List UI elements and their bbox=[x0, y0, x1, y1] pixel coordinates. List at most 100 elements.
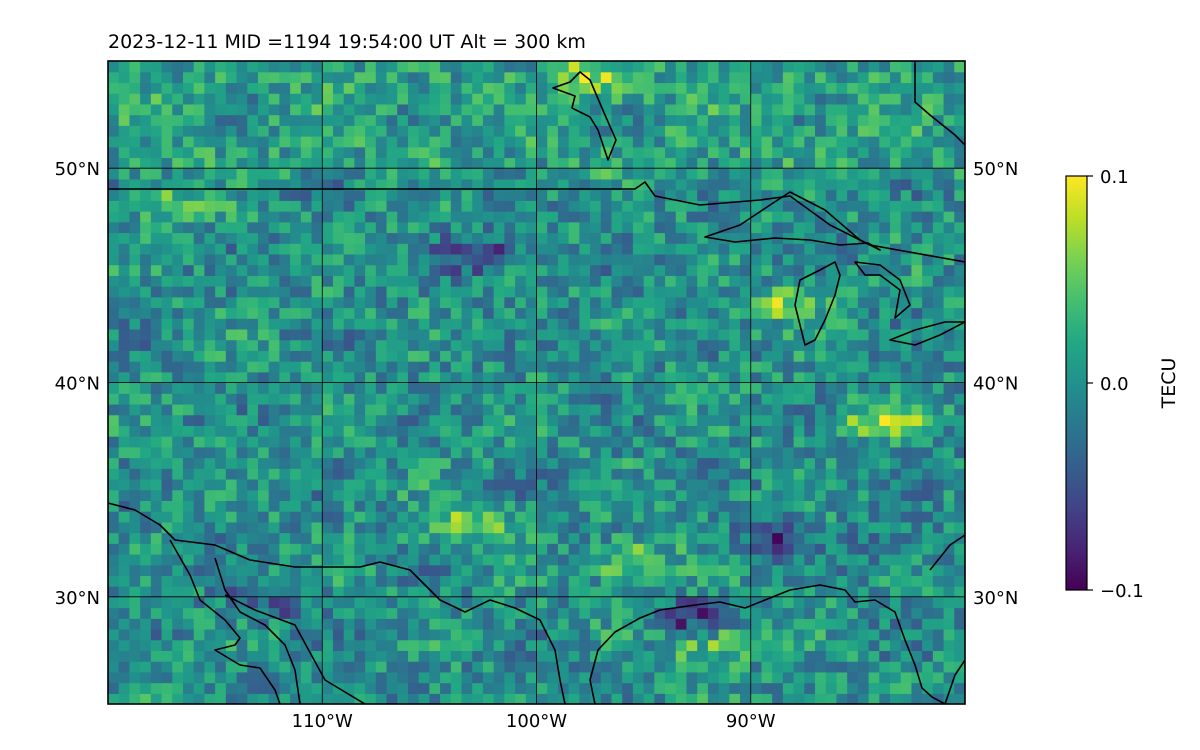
heatmap-cell bbox=[140, 693, 152, 704]
heatmap-cell bbox=[547, 393, 559, 405]
heatmap-cell bbox=[397, 532, 409, 544]
heatmap-cell bbox=[954, 564, 965, 576]
heatmap-cell bbox=[515, 671, 527, 684]
heatmap-cell bbox=[354, 596, 366, 609]
heatmap-cell bbox=[954, 628, 965, 641]
heatmap-cell bbox=[611, 211, 623, 223]
heatmap-cell bbox=[836, 414, 848, 426]
heatmap-cell bbox=[407, 500, 420, 512]
heatmap-cell bbox=[697, 61, 709, 73]
heatmap-cell bbox=[686, 200, 698, 212]
heatmap-cell bbox=[279, 361, 291, 373]
heatmap-cell bbox=[922, 61, 934, 73]
heatmap-cell bbox=[836, 628, 848, 641]
heatmap-cell bbox=[568, 596, 580, 609]
heatmap-cell bbox=[868, 446, 880, 459]
heatmap-cell bbox=[140, 414, 152, 426]
heatmap-cell bbox=[579, 146, 591, 159]
heatmap-cell bbox=[129, 607, 141, 619]
heatmap-cell bbox=[472, 425, 484, 437]
heatmap-cell bbox=[150, 189, 163, 201]
heatmap-cell bbox=[215, 446, 227, 459]
heatmap-cell bbox=[772, 500, 784, 512]
heatmap-cell bbox=[815, 318, 827, 330]
heatmap-cell bbox=[300, 468, 313, 480]
heatmap-cell bbox=[911, 168, 923, 180]
heatmap-cell bbox=[150, 446, 163, 459]
heatmap-cell bbox=[654, 650, 666, 662]
heatmap-cell bbox=[847, 200, 859, 212]
heatmap-cell bbox=[354, 136, 366, 148]
heatmap-cell bbox=[632, 446, 645, 459]
heatmap-cell bbox=[140, 650, 152, 662]
heatmap-cell bbox=[493, 211, 505, 223]
heatmap-cell bbox=[461, 639, 473, 652]
heatmap-cell bbox=[782, 661, 795, 673]
heatmap-cell bbox=[590, 446, 602, 459]
heatmap-cell bbox=[579, 221, 591, 234]
heatmap-cell bbox=[622, 211, 634, 223]
heatmap-cell bbox=[525, 264, 538, 276]
heatmap-cell bbox=[568, 361, 580, 373]
heatmap-cell bbox=[300, 328, 313, 341]
heatmap-cell bbox=[836, 650, 848, 662]
heatmap-cell bbox=[675, 532, 688, 544]
heatmap-cell bbox=[836, 543, 848, 555]
heatmap-cell bbox=[236, 671, 248, 684]
heatmap-cell bbox=[600, 350, 613, 362]
heatmap-cell bbox=[772, 61, 784, 73]
heatmap-cell bbox=[429, 457, 441, 469]
heatmap-cell bbox=[600, 103, 613, 116]
heatmap-cell bbox=[504, 693, 516, 704]
heatmap-cell bbox=[332, 521, 345, 534]
heatmap-cell bbox=[440, 61, 452, 73]
heatmap-cell bbox=[150, 264, 163, 276]
heatmap-cell bbox=[568, 650, 580, 662]
heatmap-cell bbox=[118, 71, 131, 84]
heatmap-cell bbox=[547, 489, 559, 501]
heatmap-cell bbox=[461, 511, 473, 523]
heatmap-cell bbox=[290, 286, 302, 298]
heatmap-cell bbox=[686, 125, 698, 137]
heatmap-cell bbox=[718, 178, 730, 191]
heatmap-cell bbox=[804, 478, 816, 491]
heatmap-cell bbox=[600, 200, 613, 212]
heatmap-cell bbox=[932, 93, 945, 105]
heatmap-cell bbox=[590, 489, 602, 501]
heatmap-cell bbox=[922, 200, 934, 212]
heatmap-cell bbox=[654, 350, 666, 362]
heatmap-cell bbox=[772, 489, 784, 501]
heatmap-cell bbox=[365, 103, 377, 116]
heatmap-cell bbox=[472, 596, 484, 609]
heatmap-cell bbox=[140, 178, 152, 191]
heatmap-cell bbox=[450, 671, 463, 684]
heatmap-cell bbox=[247, 639, 259, 652]
heatmap-cell bbox=[290, 157, 302, 169]
heatmap-cell bbox=[461, 446, 473, 459]
heatmap-cell bbox=[150, 103, 163, 116]
heatmap-cell bbox=[407, 521, 420, 534]
heatmap-cell bbox=[707, 446, 720, 459]
heatmap-cell bbox=[236, 575, 248, 587]
heatmap-cell bbox=[215, 103, 227, 116]
heatmap-cell bbox=[836, 639, 848, 652]
heatmap-cell bbox=[172, 200, 184, 212]
heatmap-cell bbox=[300, 628, 313, 641]
heatmap-cell bbox=[450, 328, 463, 341]
heatmap-cell bbox=[161, 253, 173, 266]
heatmap-cell bbox=[450, 393, 463, 405]
heatmap-cell bbox=[857, 103, 870, 116]
heatmap-cell bbox=[204, 618, 216, 630]
heatmap-cell bbox=[375, 350, 388, 362]
heatmap-cell bbox=[300, 650, 313, 662]
heatmap-cell bbox=[482, 500, 495, 512]
heatmap-cell bbox=[632, 328, 645, 341]
heatmap-cell bbox=[407, 125, 420, 137]
heatmap-cell bbox=[922, 382, 934, 394]
heatmap-cell bbox=[665, 403, 677, 416]
heatmap-cell bbox=[611, 136, 623, 148]
heatmap-cell bbox=[482, 93, 495, 105]
heatmap-cell bbox=[900, 693, 913, 704]
heatmap-cell bbox=[847, 500, 859, 512]
heatmap-cell bbox=[161, 296, 173, 309]
